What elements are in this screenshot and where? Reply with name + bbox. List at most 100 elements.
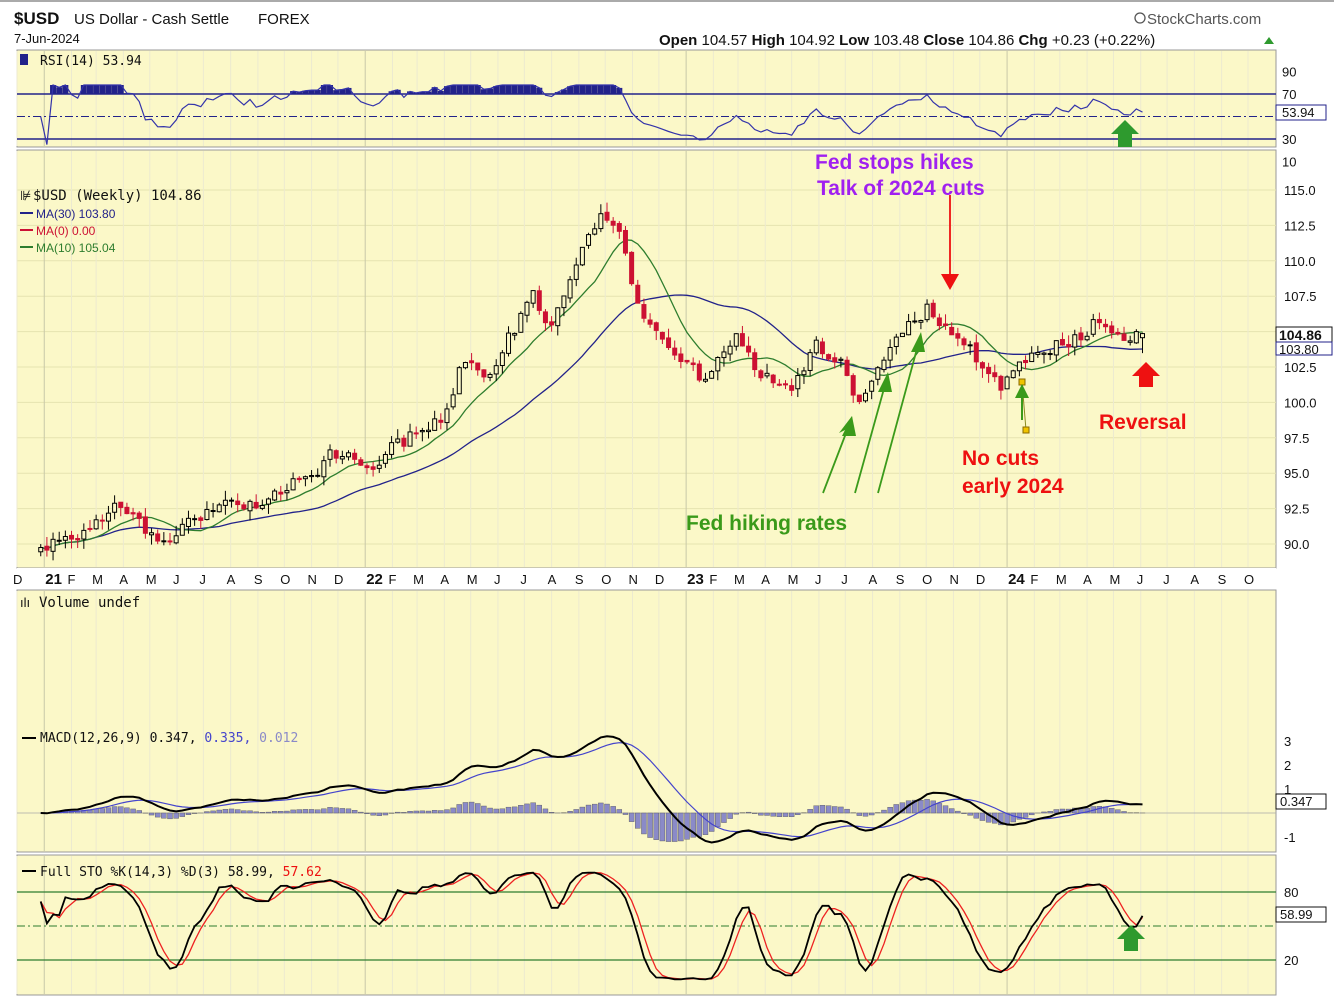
price-candle — [733, 333, 739, 351]
sto-panel-bg — [16, 854, 1277, 996]
rsi-overbought-fill — [616, 87, 623, 94]
rsi-overbought-fill — [573, 85, 580, 94]
x-tick-label: J — [1163, 572, 1170, 587]
up-arrow-icon — [1117, 925, 1145, 951]
x-tick-label: J — [199, 572, 206, 587]
price-candle — [930, 299, 936, 319]
macd-hist-bar — [838, 806, 844, 814]
macd-hist-bar — [167, 812, 173, 820]
x-tick-label: S — [575, 572, 584, 587]
macd-hist-bar — [438, 810, 444, 814]
macd-hist-bar — [776, 812, 783, 817]
close-label: Close — [923, 32, 964, 49]
x-tick-label: M — [413, 572, 424, 587]
macd-hist-bar — [222, 808, 229, 814]
price-candle — [247, 499, 253, 521]
chg-label: Chg — [1018, 32, 1047, 49]
macd-hist-bar — [148, 812, 155, 816]
low-value: 103.48 — [873, 32, 919, 49]
macd-hist-bar — [154, 812, 161, 818]
macd-hist-bar — [942, 805, 949, 814]
macd-hist-bar — [271, 811, 278, 814]
macd-hist-bar — [628, 812, 635, 822]
svg-text:Open 104.57 High 104.92 Low 10: Open 104.57 High 104.92 Low 103.48 Close… — [659, 32, 1155, 49]
macd-hist-bar — [733, 812, 739, 815]
price-candle — [204, 501, 210, 521]
rsi-overbought-fill — [505, 85, 512, 94]
rsi-overbought-fill — [425, 91, 432, 94]
high-value: 104.92 — [789, 32, 835, 49]
macd-hist-bar — [887, 807, 893, 814]
x-tick-label: F — [68, 572, 76, 587]
rsi-overbought-fill — [86, 85, 93, 94]
macd-hist-bar — [591, 803, 598, 814]
price-candle — [943, 314, 949, 330]
macd-hist-bar — [1028, 812, 1035, 816]
rsi-overbought-fill — [105, 85, 112, 94]
macd-hist-bar — [419, 810, 426, 814]
rsi-overbought-fill — [339, 89, 346, 94]
macd-hist-bar — [259, 812, 266, 814]
price-candle — [130, 507, 136, 521]
rsi-overbought-fill — [296, 92, 303, 94]
price-candle — [856, 394, 862, 405]
price-candle — [1078, 327, 1084, 347]
x-tick-label: J — [173, 572, 180, 587]
price-candle — [899, 332, 905, 338]
price-candle — [955, 327, 961, 347]
price-candle — [912, 311, 918, 324]
macd-hist-bar — [924, 799, 930, 814]
price-candle — [659, 331, 665, 344]
macd-hist-bar — [788, 812, 795, 817]
price-last-label: 104.86 — [1279, 327, 1322, 343]
macd-hist-bar — [315, 809, 321, 814]
x-tick-label: F — [388, 572, 396, 587]
hike-arrow-1 — [822, 427, 849, 494]
price-candle — [819, 337, 825, 359]
price-candle — [290, 472, 296, 491]
macd-hist-bar — [665, 812, 672, 842]
price-candle — [844, 356, 850, 377]
price-candle — [438, 413, 444, 430]
rsi-overbought-fill — [407, 91, 414, 94]
x-tick-label: 23 — [687, 571, 704, 588]
rsi-line — [40, 84, 1143, 145]
price-candle — [315, 468, 321, 478]
x-tick-label: 21 — [45, 571, 62, 588]
macd-hist-bar — [321, 808, 327, 814]
macd-hist-bar — [1016, 812, 1023, 820]
macd-hist-bar — [1109, 808, 1115, 814]
macd-hist-bar — [481, 805, 487, 814]
price-candle — [112, 495, 118, 520]
macd-panel: ılı Volume undef MACD(12,26,9) 0.347, 0.… — [16, 589, 1327, 853]
price-candle — [949, 322, 955, 336]
price-tick-label: 92.5 — [1284, 502, 1309, 517]
chg-value: +0.23 (+0.22%) — [1052, 32, 1155, 49]
price-tick-label: 97.5 — [1284, 431, 1309, 446]
close-value: 104.86 — [968, 32, 1014, 49]
price-candle — [376, 455, 382, 473]
macd-hist-bar — [967, 812, 973, 816]
price-candle — [198, 515, 204, 529]
ma-last-label: 103.80 — [1279, 342, 1319, 357]
price-candle — [1010, 369, 1016, 379]
price-candle — [986, 362, 992, 383]
macd-hist-bar — [758, 812, 764, 816]
price-candle — [142, 508, 148, 539]
up-arrow-icon — [1264, 37, 1274, 44]
macd-hist-bar — [370, 812, 376, 816]
rsi-overbought-fill — [604, 85, 611, 94]
price-candle — [647, 313, 653, 328]
price-tick-label: 107.5 — [1284, 289, 1317, 304]
x-tick-label: M — [1109, 572, 1120, 587]
macd-hist-bar — [948, 808, 955, 814]
macd-hist-bar — [782, 812, 789, 817]
rsi-overbought-fill — [597, 85, 604, 94]
macd-hist-bar — [536, 804, 542, 814]
macd-hist-bar — [345, 808, 352, 814]
macd-hist-bar — [579, 806, 586, 814]
macd-hist-bar — [487, 807, 493, 814]
price-candle — [616, 221, 622, 239]
rsi-tick-label: 10 — [1282, 155, 1296, 170]
brand: StockCharts.com — [1147, 11, 1261, 28]
